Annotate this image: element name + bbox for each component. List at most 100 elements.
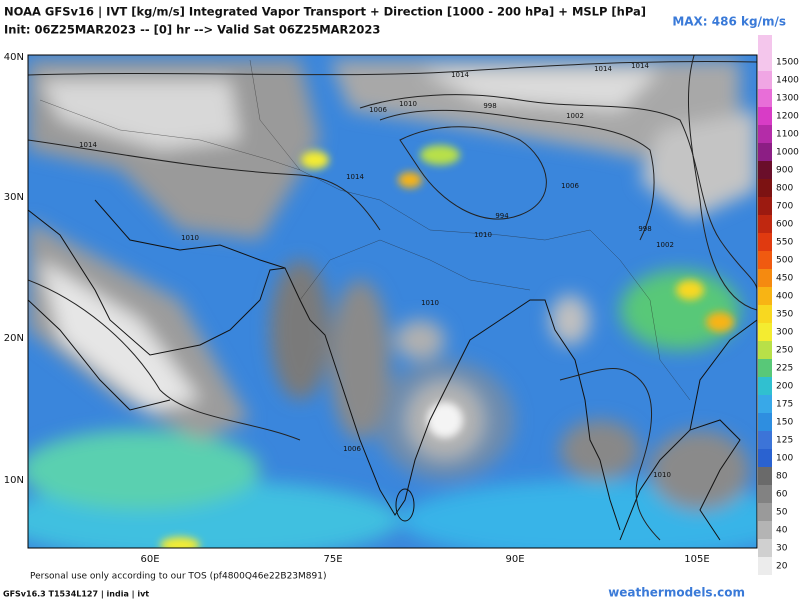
tos-note: Personal use only according to our TOS (… [30,572,327,582]
isobar-labels: 1014 1010 1006 1002 998 994 1010 1006 998 1002 101… [79,62,674,479]
isobar [379,109,655,241]
isobar-label: 1010 [421,299,439,307]
colorbar-label: 600 [776,220,793,230]
colorbar: 1500 1400 1300 1200 1100 1000 900 800 700 600 550 5… [758,35,799,575]
colorbar-swatch [758,449,772,467]
colorbar-label: 800 [776,184,793,194]
lat-label: 40N [4,52,24,63]
colorbar-swatch [758,269,772,287]
isobar [28,139,381,231]
colorbar-label: 900 [776,166,793,176]
colorbar-swatch [758,125,772,143]
isobar [28,61,757,76]
colorbar-label: 60 [776,490,788,500]
colorbar-label: 1300 [776,94,799,104]
isobar [399,126,547,220]
colorbar-label: 100 [776,454,793,464]
isobar-label: 1014 [631,62,649,70]
coastline [28,209,621,531]
colorbar-label: 1000 [776,148,799,158]
isobar-label: 994 [495,212,509,220]
colorbar-label: 250 [776,346,793,356]
colorbar-label: 20 [776,562,788,572]
colorbar-label: 400 [776,292,793,302]
lat-label: 10N [4,475,24,486]
colorbar-swatch [758,35,772,53]
isobar-label: 1014 [451,71,469,79]
colorbar-label: 150 [776,418,793,428]
colorbar-swatch [758,395,772,413]
colorbar-label: 50 [776,508,788,518]
colorbar-swatch [758,143,772,161]
colorbar-label: 1400 [776,76,799,86]
colorbar-swatch [758,431,772,449]
lon-label: 105E [684,554,709,565]
init-time: Init: 06Z25MAR2023 -- [0] hr --> Valid S… [4,23,380,37]
lat-label: 20N [4,333,24,344]
isobar-label: 1010 [474,231,492,239]
colorbar-swatch [758,521,772,539]
colorbar-swatch [758,251,772,269]
coastline [94,199,286,269]
colorbar-label: 125 [776,436,793,446]
isobar-label: 998 [483,102,496,110]
colorbar-label: 450 [776,274,793,284]
colorbar-label: 1100 [776,130,799,140]
colorbar-swatch [758,53,772,71]
coastline [689,319,757,431]
isobar-label: 1014 [346,173,364,181]
isobar-label: 1010 [181,234,199,242]
colorbar-label: 700 [776,202,793,212]
colorbar-swatch [758,539,772,557]
lon-label: 75E [323,554,342,565]
colorbar-swatch [758,197,772,215]
colorbar-swatch [758,377,772,395]
isobar [359,94,757,291]
sri-lanka [395,488,415,522]
coastline [619,419,741,541]
colorbar-label: 30 [776,544,788,554]
colorbar-label: 500 [776,256,793,266]
isobar [28,279,301,441]
isobar-label: 1010 [653,471,671,479]
colorbar-swatch [758,557,772,575]
colorbar-swatch [758,359,772,377]
lat-label: 30N [4,192,24,203]
lon-label: 90E [505,554,524,565]
isobar-label: 1006 [561,182,579,190]
colorbar-label: 40 [776,526,788,536]
isobar-label: 1010 [399,100,417,108]
colorbar-label: 175 [776,400,793,410]
isobar-label: 1006 [343,445,361,453]
colorbar-swatch [758,323,772,341]
colorbar-swatch [758,179,772,197]
isobar [559,367,661,541]
colorbar-swatch [758,485,772,503]
colorbar-label: 200 [776,382,793,392]
colorbar-swatch [758,287,772,305]
colorbar-label: 1200 [776,112,799,122]
colorbar-swatch [758,233,772,251]
border [39,99,301,171]
map-field [28,55,757,548]
isobar [688,55,757,311]
colorbar-swatch [758,161,772,179]
colorbar-swatch [758,71,772,89]
colorbar-swatch [758,467,772,485]
isobar-label: 1002 [566,112,584,120]
isobar-label: 1002 [656,241,674,249]
title: NOAA GFSv16 | IVT [kg/m/s] Integrated Va… [4,5,646,19]
model-info: GFSv16.3 T1534L127 | india | ivt [3,590,149,599]
max-value: MAX: 486 kg/m/s [672,15,786,29]
colorbar-swatch [758,89,772,107]
isobar-label: 1014 [79,141,97,149]
colorbar-label: 225 [776,364,793,374]
colorbar-label: 80 [776,472,788,482]
isobar-label: 1006 [369,106,387,114]
isobar-label: 998 [638,225,651,233]
colorbar-label: 550 [776,238,793,248]
colorbar-swatch [758,413,772,431]
colorbar-label: 1500 [776,58,799,68]
